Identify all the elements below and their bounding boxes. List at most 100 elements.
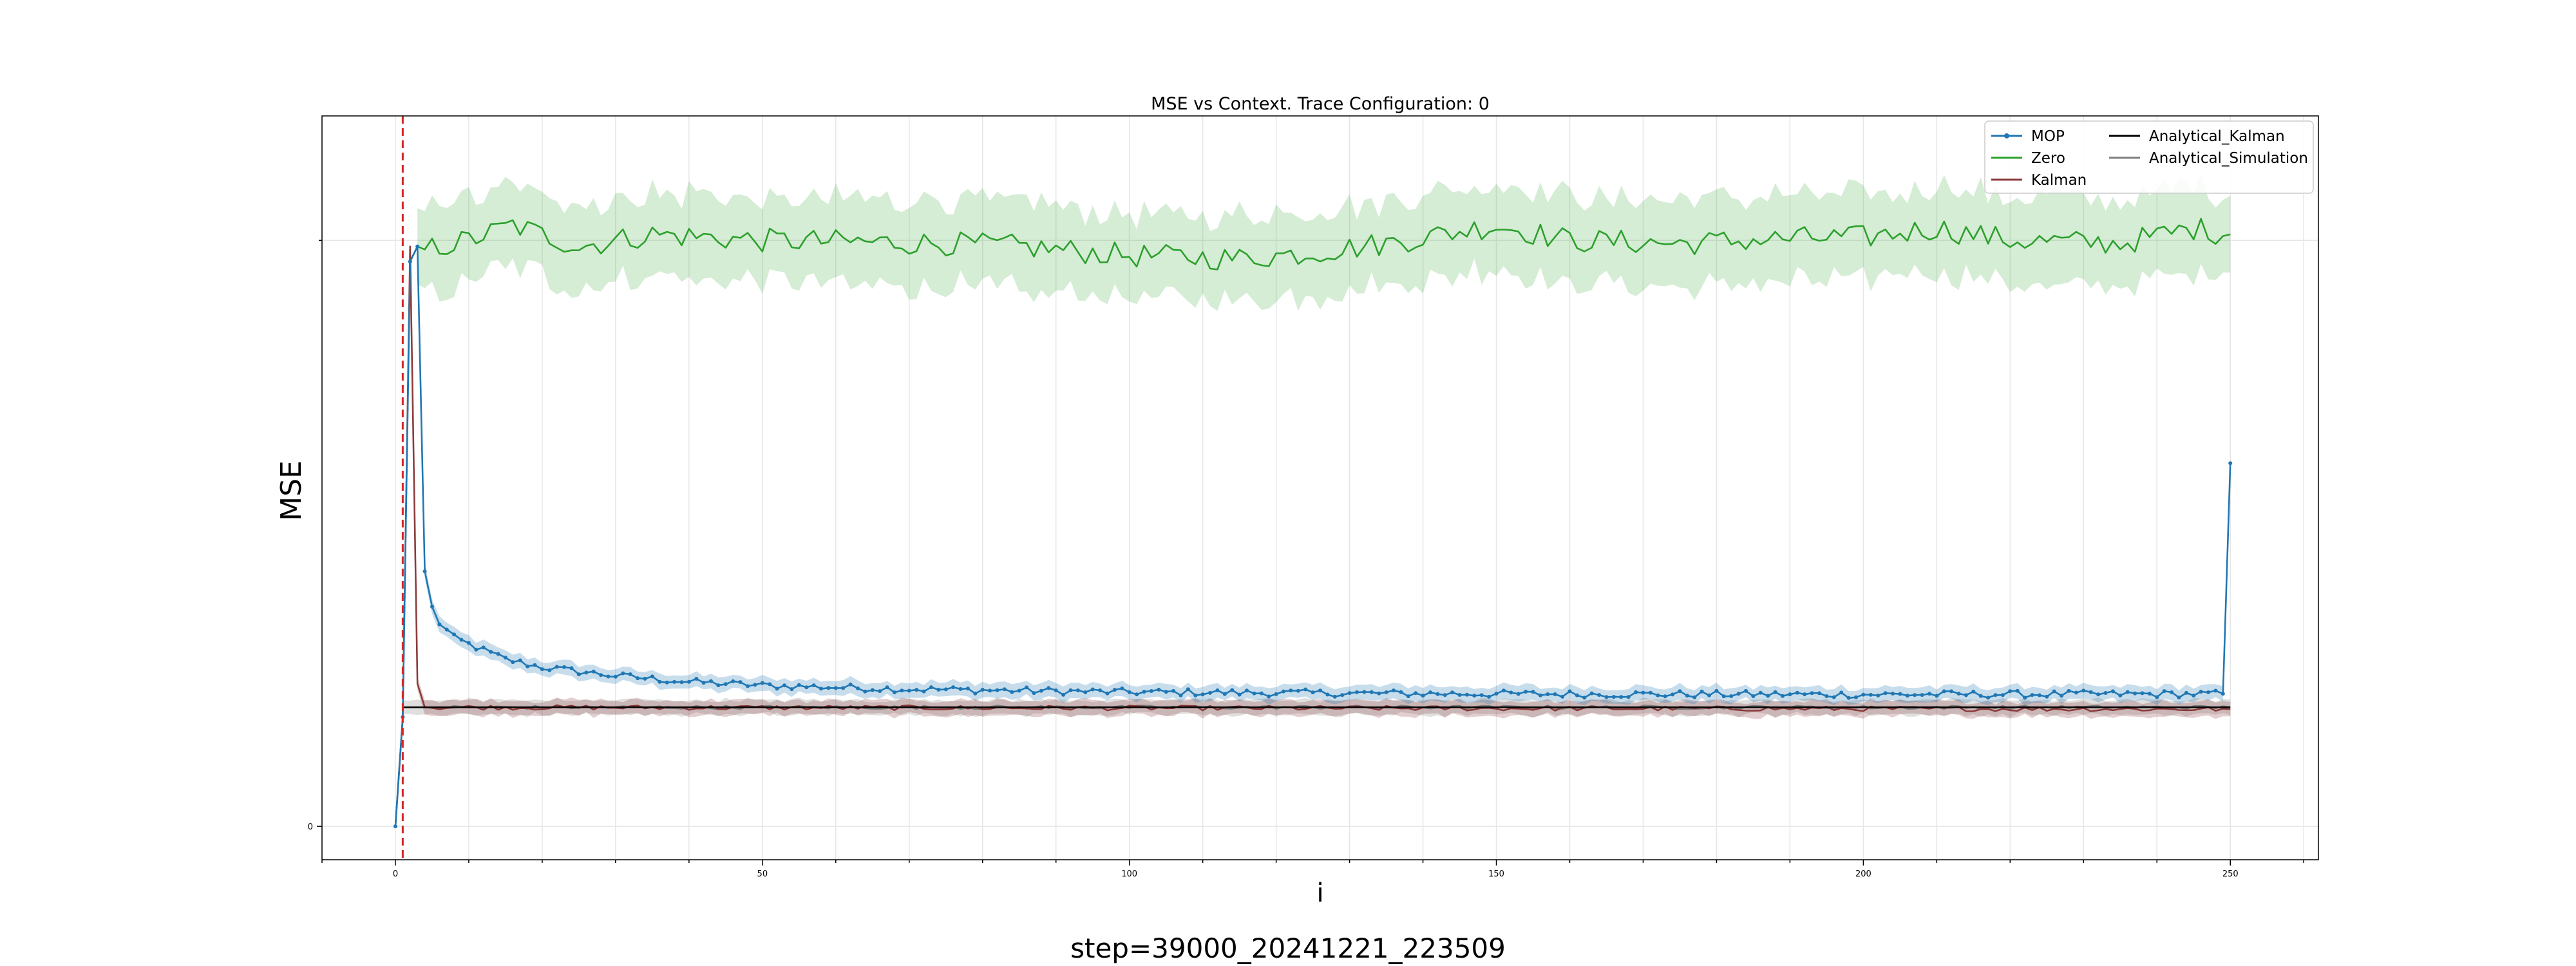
data-point-mop bbox=[1678, 689, 1682, 694]
data-point-mop bbox=[738, 680, 743, 685]
data-point-mop bbox=[1744, 688, 1748, 693]
data-point-mop bbox=[576, 672, 581, 677]
data-point-mop bbox=[1611, 695, 1616, 699]
data-point-mop bbox=[1685, 694, 1689, 698]
footer-caption: step=39000_20241221_223509 bbox=[1070, 933, 1506, 964]
data-point-mop bbox=[1289, 688, 1293, 693]
data-point-mop bbox=[1325, 692, 1330, 697]
data-point-mop bbox=[2023, 696, 2027, 700]
legend: MOP Zero Kalman Analytical_Kalman Analytical… bbox=[1984, 120, 2314, 194]
plot-frame bbox=[321, 115, 2319, 860]
data-point-mop bbox=[760, 681, 764, 685]
data-point-mop bbox=[2140, 691, 2145, 696]
data-point-mop bbox=[430, 605, 434, 609]
data-point-mop bbox=[584, 670, 589, 675]
data-point-mop bbox=[2177, 696, 2181, 700]
data-point-mop bbox=[1891, 692, 1895, 696]
data-point-mop bbox=[746, 684, 750, 688]
data-point-mop bbox=[1766, 694, 1770, 698]
series-line-zero bbox=[409, 218, 2231, 270]
x-tick-label: 150 bbox=[1488, 869, 1504, 879]
data-point-mop bbox=[526, 664, 530, 668]
data-point-mop bbox=[1751, 694, 1756, 698]
data-point-mop bbox=[1149, 689, 1153, 693]
data-point-mop bbox=[1868, 692, 1873, 697]
data-point-mop bbox=[1105, 691, 1110, 696]
data-point-mop bbox=[2030, 693, 2034, 697]
legend-label-analytical-simulation: Analytical_Simulation bbox=[2149, 150, 2308, 167]
data-point-mop bbox=[1736, 692, 1741, 696]
data-point-mop bbox=[1905, 694, 1909, 698]
data-point-mop bbox=[1567, 689, 1572, 694]
data-point-mop bbox=[1428, 690, 1432, 695]
data-point-mop bbox=[1986, 696, 1991, 700]
data-point-mop bbox=[1883, 691, 1888, 696]
data-point-mop bbox=[1956, 692, 1961, 696]
data-point-mop bbox=[1832, 695, 1836, 699]
x-tick-label: 100 bbox=[1121, 869, 1137, 879]
data-point-mop bbox=[613, 674, 618, 679]
data-point-mop bbox=[1707, 693, 1711, 697]
data-point-mop bbox=[474, 647, 478, 652]
data-point-mop bbox=[2060, 694, 2064, 698]
data-point-mop bbox=[709, 679, 713, 683]
x-tick-label: 200 bbox=[1855, 869, 1871, 879]
data-point-mop bbox=[2067, 688, 2071, 693]
data-point-mop bbox=[1274, 692, 1278, 696]
chart-title: MSE vs Context. Trace Configuration: 0 bbox=[1151, 94, 1490, 114]
y-axis-label: MSE bbox=[275, 460, 308, 521]
data-point-mop bbox=[658, 679, 662, 684]
data-point-mop bbox=[1406, 694, 1410, 699]
data-point-mop bbox=[1303, 687, 1308, 692]
data-point-mop bbox=[782, 683, 786, 688]
data-point-mop bbox=[2000, 693, 2005, 697]
data-point-mop bbox=[1282, 689, 1285, 694]
data-point-mop bbox=[2088, 690, 2093, 694]
data-point-mop bbox=[1648, 690, 1653, 695]
data-point-mop bbox=[1435, 692, 1440, 696]
data-point-mop bbox=[885, 685, 889, 690]
data-point-mop bbox=[1215, 688, 1220, 692]
data-point-mop bbox=[2125, 690, 2130, 694]
data-point-mop bbox=[1824, 694, 1829, 698]
data-point-mop bbox=[1516, 692, 1520, 696]
data-point-mop bbox=[701, 681, 706, 685]
data-point-mop bbox=[496, 652, 500, 656]
data-point-mop bbox=[1075, 688, 1080, 692]
data-point-mop bbox=[1531, 690, 1535, 694]
data-point-mop bbox=[1803, 692, 1807, 697]
data-point-mop bbox=[1054, 688, 1058, 692]
data-point-mop bbox=[665, 680, 669, 685]
data-point-mop bbox=[1399, 690, 1403, 694]
data-point-mop bbox=[1920, 693, 1924, 697]
data-point-mop bbox=[636, 676, 640, 681]
data-point-mop bbox=[1641, 690, 1645, 695]
data-point-mop bbox=[1582, 696, 1587, 700]
x-tick-label: 250 bbox=[2222, 869, 2239, 879]
data-point-mop bbox=[2110, 689, 2115, 694]
data-point-mop bbox=[621, 671, 625, 676]
data-point-mop bbox=[2162, 689, 2166, 694]
data-point-mop bbox=[1479, 693, 1484, 697]
data-point-mop bbox=[1942, 689, 1946, 694]
legend-marker-mop bbox=[2004, 133, 2009, 138]
data-point-mop bbox=[2008, 689, 2012, 694]
x-tick-label: 0 bbox=[393, 869, 398, 879]
data-point-mop bbox=[2037, 693, 2041, 697]
data-point-mop bbox=[2103, 691, 2108, 695]
data-point-mop bbox=[1663, 694, 1667, 699]
data-point-mop bbox=[1913, 693, 1917, 697]
data-point-mop bbox=[1193, 693, 1198, 697]
data-point-mop bbox=[650, 674, 654, 679]
data-point-mop bbox=[731, 679, 735, 683]
data-point-mop bbox=[716, 683, 721, 688]
data-point-mop bbox=[1384, 690, 1388, 694]
data-point-mop bbox=[518, 658, 522, 663]
data-point-mop bbox=[1010, 690, 1014, 694]
data-point-mop bbox=[1450, 690, 1455, 695]
data-point-mop bbox=[1560, 694, 1565, 699]
data-point-mop bbox=[811, 683, 816, 688]
data-point-mop bbox=[1464, 692, 1469, 697]
data-point-mop bbox=[1854, 695, 1858, 699]
data-point-mop bbox=[1898, 692, 1902, 696]
